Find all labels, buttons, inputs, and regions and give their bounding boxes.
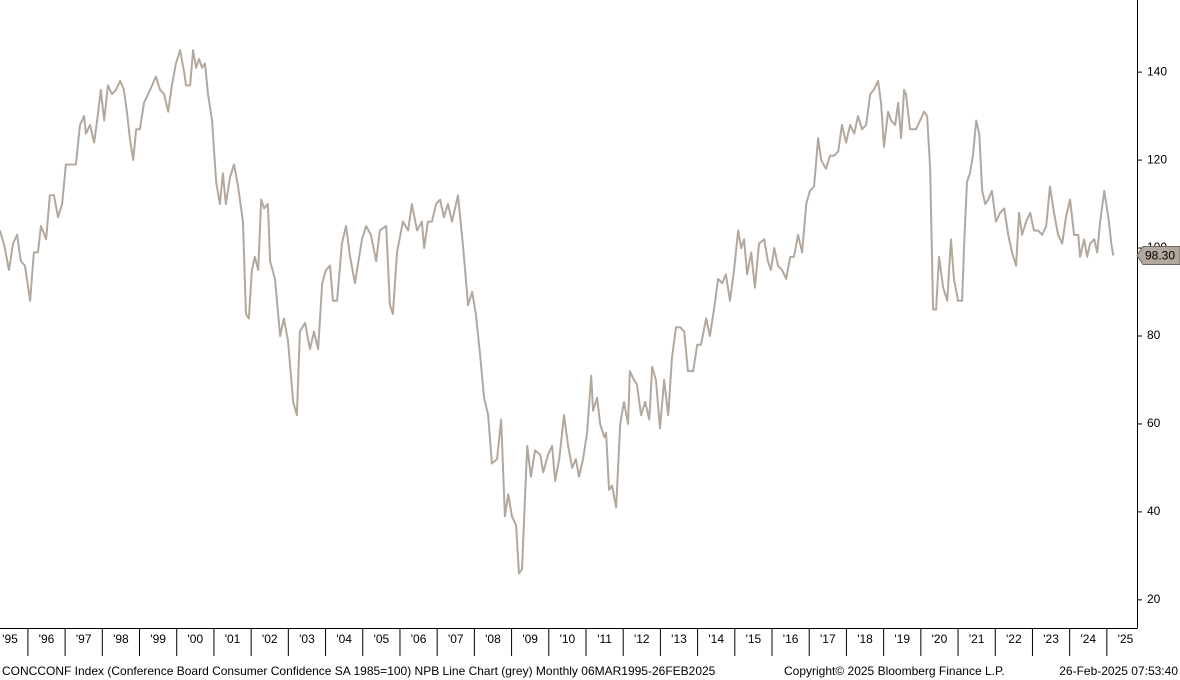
x-tick-label: '23 <box>1043 632 1059 646</box>
x-tick-label: '25 <box>1118 632 1134 646</box>
x-tick-label: '95 <box>2 632 18 646</box>
y-tick-label: 140 <box>1147 64 1167 78</box>
x-tick-label: '10 <box>560 632 576 646</box>
x-tick-label: '15 <box>746 632 762 646</box>
y-tick-label: 120 <box>1147 152 1167 166</box>
x-tick-label: '08 <box>485 632 501 646</box>
y-tick-label: 80 <box>1147 328 1161 342</box>
x-tick-label: '03 <box>299 632 315 646</box>
x-tick-label: '11 <box>597 632 612 646</box>
x-tick-label: '01 <box>225 632 241 646</box>
x-tick-label: '06 <box>411 632 427 646</box>
data-line <box>0 49 1115 575</box>
y-tick-label: 20 <box>1147 592 1161 606</box>
x-tick-label: '09 <box>522 632 538 646</box>
x-tick-label: '24 <box>1080 632 1096 646</box>
x-tick-label: '21 <box>969 632 985 646</box>
x-tick-label: '13 <box>671 632 687 646</box>
footer-copyright: Copyright© 2025 Bloomberg Finance L.P. <box>784 664 1005 678</box>
plot-area <box>0 49 1115 575</box>
x-tick-label: '97 <box>76 632 92 646</box>
footer-description: CONCCONF Index (Conference Board Consume… <box>2 664 716 678</box>
x-tick-label: '20 <box>932 632 948 646</box>
x-tick-label: '96 <box>39 632 55 646</box>
x-tick-label: '05 <box>374 632 390 646</box>
x-tick-label: '98 <box>113 632 129 646</box>
last-value-label: 98.30 <box>1145 249 1175 263</box>
y-tick-label: 60 <box>1147 416 1161 430</box>
x-tick-label: '12 <box>634 632 650 646</box>
last-value-tag <box>1136 246 1180 266</box>
x-tick-label: '02 <box>262 632 278 646</box>
y-tick-label: 40 <box>1147 504 1161 518</box>
footer-timestamp: 26-Feb-2025 07:53:40 <box>1059 664 1178 678</box>
x-tick-label: '22 <box>1006 632 1022 646</box>
x-tick-label: '99 <box>150 632 166 646</box>
x-tick-label: '14 <box>708 632 724 646</box>
x-tick-label: '00 <box>188 632 204 646</box>
x-tick-label: '17 <box>820 632 836 646</box>
x-tick-label: '18 <box>857 632 873 646</box>
x-tick-label: '19 <box>894 632 910 646</box>
x-tick-label: '07 <box>448 632 464 646</box>
x-tick-label: '16 <box>783 632 799 646</box>
x-tick-label: '04 <box>336 632 352 646</box>
